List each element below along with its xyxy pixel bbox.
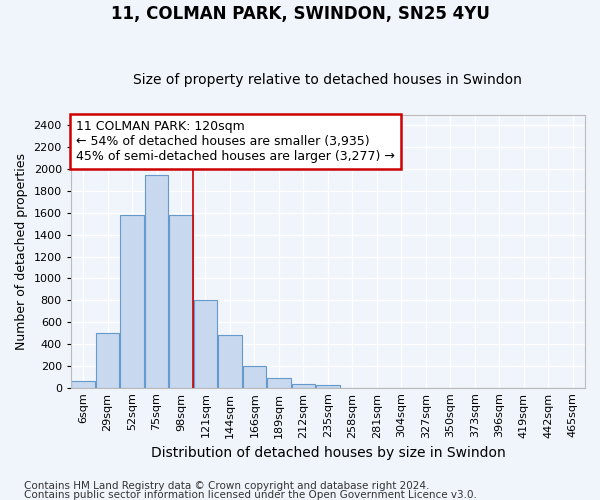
Bar [242,366,266,388]
Bar [292,384,316,388]
Bar [267,378,291,388]
Bar [218,335,242,388]
Bar [71,381,95,388]
Bar [145,174,169,388]
Bar [194,300,217,388]
Bar [316,385,340,388]
X-axis label: Distribution of detached houses by size in Swindon: Distribution of detached houses by size … [151,446,505,460]
Bar [169,215,193,388]
Text: 11 COLMAN PARK: 120sqm
← 54% of detached houses are smaller (3,935)
45% of semi-: 11 COLMAN PARK: 120sqm ← 54% of detached… [76,120,395,163]
Title: Size of property relative to detached houses in Swindon: Size of property relative to detached ho… [133,73,523,87]
Y-axis label: Number of detached properties: Number of detached properties [15,152,28,350]
Bar [120,215,144,388]
Text: 11, COLMAN PARK, SWINDON, SN25 4YU: 11, COLMAN PARK, SWINDON, SN25 4YU [110,5,490,23]
Text: Contains public sector information licensed under the Open Government Licence v3: Contains public sector information licen… [24,490,477,500]
Bar [95,333,119,388]
Text: Contains HM Land Registry data © Crown copyright and database right 2024.: Contains HM Land Registry data © Crown c… [24,481,430,491]
